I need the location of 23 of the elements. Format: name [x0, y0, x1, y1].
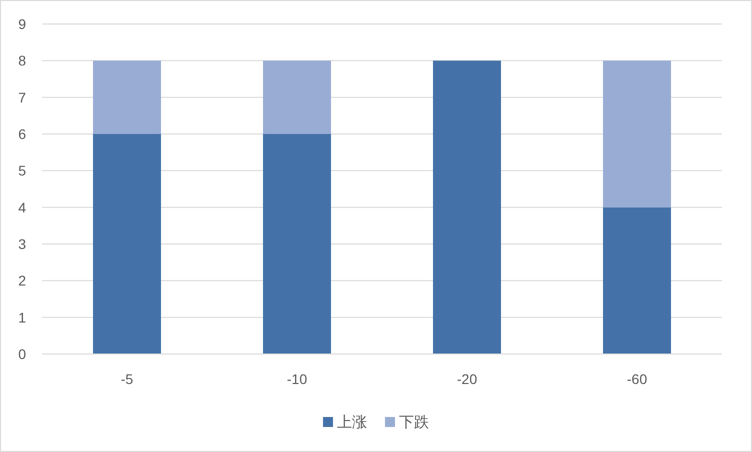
- bar: [603, 60, 671, 208]
- y-tick-label: 9: [18, 16, 26, 32]
- x-tick-label: -60: [626, 371, 648, 387]
- y-tick-label: 8: [18, 52, 26, 69]
- bar: [263, 60, 331, 134]
- legend-label: 上涨: [337, 414, 367, 431]
- legend-label: 下跌: [399, 414, 429, 431]
- bar: [603, 207, 671, 354]
- bar: [263, 134, 331, 354]
- y-tick-label: 5: [18, 162, 26, 179]
- y-tick-label: 7: [18, 89, 26, 106]
- y-tick-label: 4: [18, 199, 26, 216]
- y-tick-label: 2: [18, 272, 26, 289]
- bar: [433, 60, 501, 354]
- y-tick-label: 3: [18, 236, 26, 252]
- x-tick-label: -20: [456, 371, 478, 387]
- bar: [93, 60, 161, 134]
- bar: [93, 134, 161, 354]
- x-tick-label: -5: [120, 371, 134, 387]
- y-tick-label: 0: [18, 346, 26, 362]
- y-tick-label: 1: [18, 309, 26, 326]
- x-tick-label: -10: [286, 371, 308, 387]
- y-tick-label: 6: [18, 126, 26, 142]
